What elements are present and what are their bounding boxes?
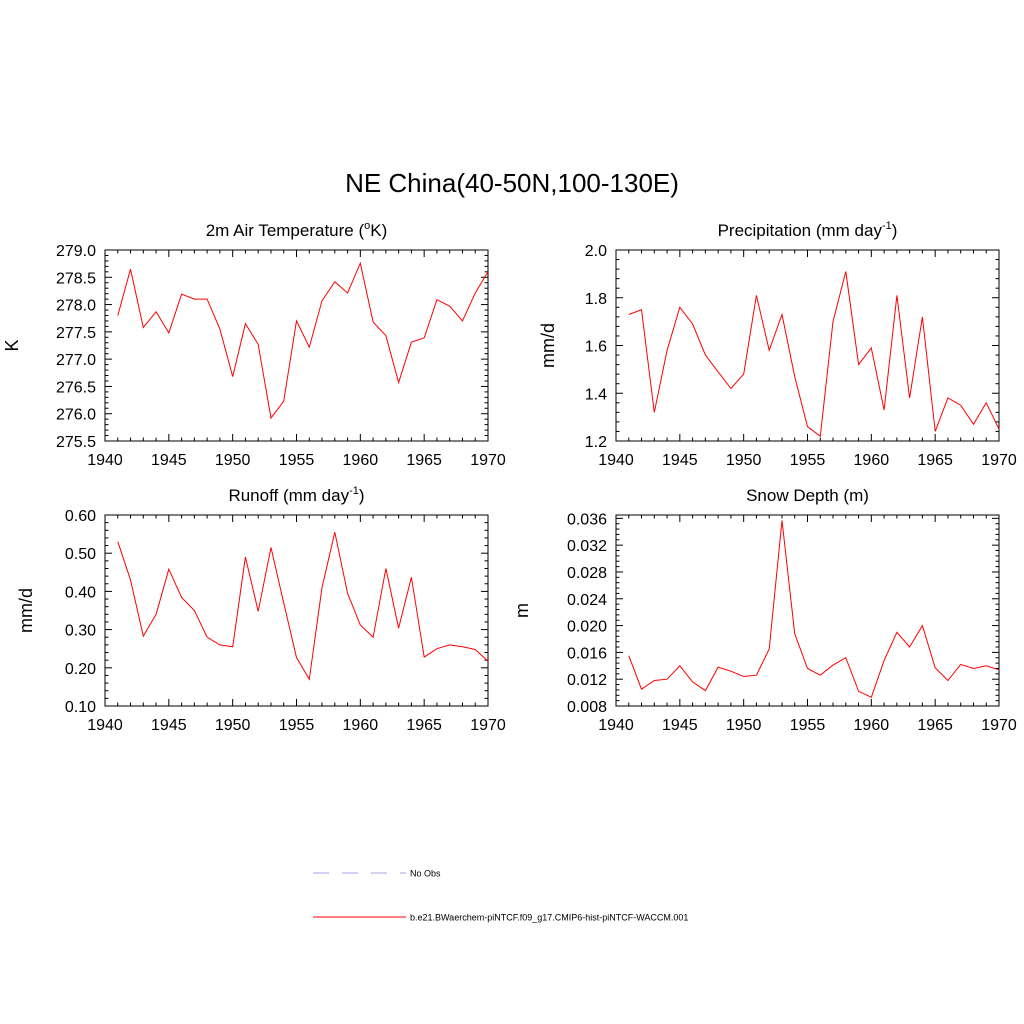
panel1-xtick-label: 1960: [343, 452, 379, 469]
panel2-xtick-label: 1945: [662, 452, 698, 469]
panel1-ytick-label: 278.5: [56, 270, 96, 287]
panel3-xtick-label: 1940: [87, 717, 123, 734]
panel3-xtick-label: 1950: [215, 717, 251, 734]
panel1-xtick-label: 1945: [151, 452, 187, 469]
panel2-xtick-label: 1965: [917, 452, 953, 469]
panel3-frame: [104, 514, 489, 707]
panel1-ytick-label: 276.0: [56, 407, 96, 424]
panel1-ytick-label: 278.0: [56, 298, 96, 315]
panel2-ytick-label: 1.8: [585, 291, 607, 308]
panel4-ytick-label: 0.020: [567, 619, 607, 636]
panel1-ytick-label: 277.5: [56, 325, 96, 342]
panel4-ytick-label: 0.032: [567, 538, 607, 555]
panel4-xtick-label: 1950: [726, 717, 762, 734]
panel4-xtick-label: 1965: [917, 717, 953, 734]
panel2-xtick-label: 1940: [598, 452, 634, 469]
panel4-xtick-label: 1945: [662, 717, 698, 734]
panel1-series-line: [117, 261, 489, 420]
panel2-ylabel: mm/d: [538, 323, 558, 368]
legend-label-2: b.e21.BWaerchem-piNTCF.f09_g17.CMIP6-his…: [410, 913, 688, 923]
panel2-xtick-label: 1970: [981, 452, 1017, 469]
panel1-title: 2m Air Temperature (oK): [206, 220, 388, 240]
panel4-ytick-label: 0.016: [567, 645, 607, 662]
panel4-frame: [615, 514, 1000, 707]
panel1-xtick-label: 1955: [279, 452, 315, 469]
panel4-series-line: [628, 520, 1000, 698]
panel4-ytick-label: 0.024: [567, 592, 607, 609]
panel1-xtick-label: 1940: [87, 452, 123, 469]
panel2-ytick-label: 1.2: [585, 434, 607, 451]
panel4-ytick-label: 0.008: [567, 699, 607, 716]
panel3-xtick-label: 1945: [151, 717, 187, 734]
panel3-xtick-label: 1955: [279, 717, 315, 734]
panel3-ytick-label: 0.40: [65, 584, 96, 601]
panel1-xtick-label: 1950: [215, 452, 251, 469]
panel1-ytick-label: 277.0: [56, 352, 96, 369]
panel1-frame: [104, 249, 489, 442]
panel3-title: Runoff (mm day-1): [228, 485, 364, 505]
panel3-ytick-label: 0.50: [65, 546, 96, 563]
panel3-ylabel: mm/d: [16, 588, 36, 633]
panel2-frame: [615, 249, 1000, 442]
panel3-ytick-label: 0.20: [65, 661, 96, 678]
panel1-xtick-label: 1965: [406, 452, 442, 469]
panel2-ytick-label: 2.0: [585, 243, 607, 260]
panel3-xtick-label: 1970: [470, 717, 506, 734]
panel4-ytick-label: 0.028: [567, 565, 607, 582]
main-title: NE China(40-50N,100-130E): [345, 168, 679, 198]
panel2-series-line: [628, 271, 1000, 438]
panel4-xtick-label: 1970: [981, 717, 1017, 734]
panel3-xtick-label: 1965: [406, 717, 442, 734]
panel3-ytick-label: 0.10: [65, 699, 96, 716]
panel1-ytick-label: 275.5: [56, 434, 96, 451]
panel1-ytick-label: 276.5: [56, 379, 96, 396]
panel3-series-line: [117, 532, 489, 681]
panel2-xtick-label: 1950: [726, 452, 762, 469]
panel4-xtick-label: 1940: [598, 717, 634, 734]
panel1-xtick-label: 1970: [470, 452, 506, 469]
panel1-ytick-label: 279.0: [56, 243, 96, 260]
panel4-xtick-label: 1955: [790, 717, 826, 734]
panel3-xtick-label: 1960: [343, 717, 379, 734]
panel3-ytick-label: 0.30: [65, 623, 96, 640]
panel4-ytick-label: 0.012: [567, 672, 607, 689]
panel4-xtick-label: 1960: [854, 717, 890, 734]
panel4-ylabel: m: [512, 603, 532, 618]
panel4-title: Snow Depth (m): [746, 486, 869, 505]
legend-label-1: No Obs: [410, 869, 441, 879]
panel4-ytick-label: 0.036: [567, 511, 607, 528]
panel2-ytick-label: 1.4: [585, 386, 607, 403]
panel1-ylabel: K: [2, 339, 22, 351]
panel2-xtick-label: 1955: [790, 452, 826, 469]
panel2-ytick-label: 1.6: [585, 339, 607, 356]
panel3-ytick-label: 0.60: [65, 508, 96, 525]
panel2-title: Precipitation (mm day-1): [718, 220, 898, 240]
panel2-xtick-label: 1960: [854, 452, 890, 469]
